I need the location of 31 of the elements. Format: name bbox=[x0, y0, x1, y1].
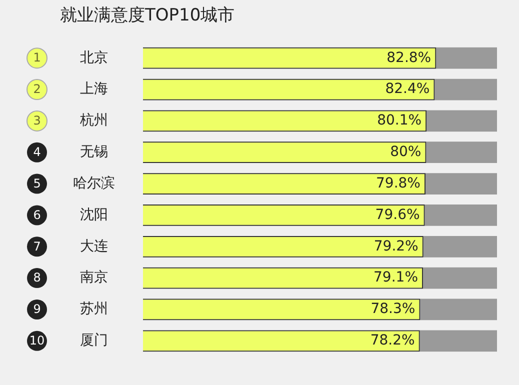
text: 8 bbox=[33, 270, 41, 285]
y-tick-label: 北京 bbox=[80, 50, 108, 66]
chart-title: 就业满意度TOP10城市 bbox=[60, 6, 235, 26]
text: 5 bbox=[33, 176, 41, 190]
text: 6 bbox=[33, 208, 41, 222]
data-label: 79.8% bbox=[376, 175, 420, 192]
y-tick-label: 沈阳 bbox=[80, 206, 108, 223]
data-label: 79.6% bbox=[375, 206, 420, 223]
text: 3 bbox=[33, 114, 41, 128]
data-label: 82.8% bbox=[386, 50, 432, 66]
y-tick-label: 南京 bbox=[80, 270, 108, 286]
text: 1 bbox=[33, 50, 41, 65]
text: 2 bbox=[33, 82, 41, 96]
data-label: 78.2% bbox=[370, 332, 415, 349]
y-tick-label: 上海 bbox=[80, 81, 108, 98]
y-tick-label: 厦门 bbox=[80, 332, 108, 349]
y-tick-label: 杭州 bbox=[79, 112, 108, 129]
data-label: 78.3% bbox=[370, 301, 416, 318]
y-tick-label: 大连 bbox=[80, 238, 108, 254]
y-tick-label: 无锡 bbox=[80, 144, 108, 160]
text: 7 bbox=[33, 239, 41, 254]
y-tick-label: 苏州 bbox=[80, 301, 108, 318]
text: 10 bbox=[29, 334, 45, 348]
data-label: 80.1% bbox=[377, 112, 422, 129]
text: 9 bbox=[33, 302, 41, 316]
data-label: 80% bbox=[390, 144, 422, 160]
data-label: 79.2% bbox=[374, 238, 418, 254]
text: 4 bbox=[33, 144, 41, 159]
data-label: 79.1% bbox=[374, 270, 418, 286]
y-tick-label: 哈尔滨 bbox=[73, 175, 115, 192]
data-label: 82.4% bbox=[385, 81, 430, 98]
